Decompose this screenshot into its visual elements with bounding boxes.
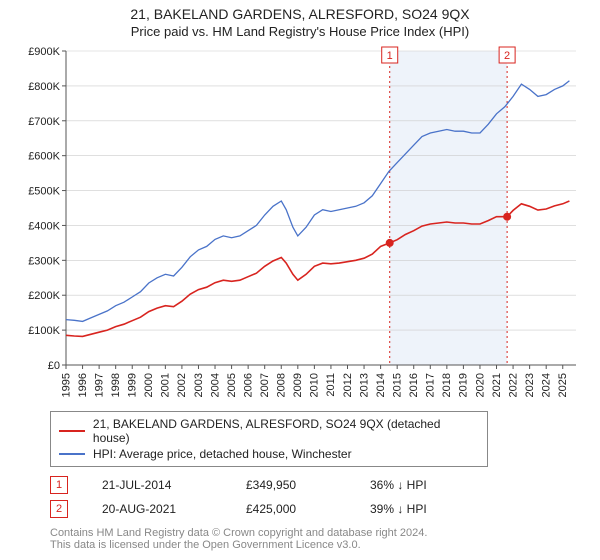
- x-tick-label: 2019: [458, 373, 470, 397]
- marker-table-price: £349,950: [246, 478, 336, 492]
- x-tick-label: 2006: [242, 373, 254, 397]
- y-tick-label: £600K: [28, 151, 60, 163]
- x-tick-label: 2016: [408, 373, 420, 397]
- x-tick-label: 2024: [540, 373, 552, 397]
- legend-row: 21, BAKELAND GARDENS, ALRESFORD, SO24 9Q…: [59, 416, 479, 446]
- footer-line-2: This data is licensed under the Open Gov…: [50, 539, 580, 551]
- legend-label: HPI: Average price, detached house, Winc…: [93, 447, 352, 461]
- marker-table-date: 21-JUL-2014: [102, 478, 212, 492]
- legend-swatch: [59, 430, 85, 432]
- x-tick-label: 2012: [342, 373, 354, 397]
- x-tick-label: 2017: [425, 373, 437, 397]
- x-tick-label: 1995: [60, 373, 72, 397]
- x-tick-label: 2018: [441, 373, 453, 397]
- x-tick-label: 2020: [474, 373, 486, 397]
- marker-table-n: 1: [50, 476, 68, 494]
- footer-line-1: Contains HM Land Registry data © Crown c…: [50, 527, 580, 539]
- x-tick-label: 2009: [292, 373, 304, 397]
- x-tick-label: 2007: [259, 373, 271, 397]
- x-tick-label: 1997: [93, 373, 105, 397]
- x-tick-label: 2002: [176, 373, 188, 397]
- x-tick-label: 2022: [507, 373, 519, 397]
- marker-table-delta: 36% ↓ HPI: [370, 478, 427, 492]
- marker-table-row: 2 20-AUG-2021 £425,000 39% ↓ HPI: [50, 497, 580, 521]
- legend: 21, BAKELAND GARDENS, ALRESFORD, SO24 9Q…: [50, 411, 488, 467]
- x-tick-label: 2003: [193, 373, 205, 397]
- x-tick-label: 2001: [160, 373, 172, 397]
- marker-table-row: 1 21-JUL-2014 £349,950 36% ↓ HPI: [50, 473, 580, 497]
- x-tick-label: 2025: [557, 373, 569, 397]
- marker-table-delta: 39% ↓ HPI: [370, 502, 427, 516]
- y-tick-label: £900K: [28, 46, 60, 58]
- marker-label-n: 2: [504, 50, 510, 62]
- y-tick-label: £800K: [28, 81, 60, 93]
- shade-band: [390, 51, 507, 365]
- x-tick-label: 2023: [524, 373, 536, 397]
- title-line-1: 21, BAKELAND GARDENS, ALRESFORD, SO24 9Q…: [10, 6, 590, 22]
- y-tick-label: £0: [48, 360, 60, 372]
- marker-dot: [386, 239, 394, 247]
- x-tick-label: 1999: [127, 373, 139, 397]
- price-chart: £0 £100K £200K £300K £400K £500K £600K £700K £80…: [20, 45, 580, 405]
- x-tick-label: 2004: [209, 373, 221, 397]
- x-tick-label: 1996: [77, 373, 89, 397]
- x-tick-label: 2008: [276, 373, 288, 397]
- marker-table-price: £425,000: [246, 502, 336, 516]
- marker-table: 1 21-JUL-2014 £349,950 36% ↓ HPI 2 20-AUG-202…: [50, 473, 580, 521]
- chart-svg: £0 £100K £200K £300K £400K £500K £600K £700K £80…: [20, 45, 580, 405]
- title-line-2: Price paid vs. HM Land Registry's House …: [10, 24, 590, 39]
- marker-table-date: 20-AUG-2021: [102, 502, 212, 516]
- x-tick-label: 2010: [309, 373, 321, 397]
- x-tick-label: 2014: [375, 373, 387, 397]
- y-tick-label: £700K: [28, 116, 60, 128]
- x-tick-label: 2013: [358, 373, 370, 397]
- footer: Contains HM Land Registry data © Crown c…: [50, 527, 580, 551]
- legend-row: HPI: Average price, detached house, Winc…: [59, 446, 479, 462]
- x-tick-label: 2000: [143, 373, 155, 397]
- y-tick-label: £400K: [28, 220, 60, 232]
- marker-table-n: 2: [50, 500, 68, 518]
- y-tick-label: £100K: [28, 325, 60, 337]
- x-tick-label: 1998: [110, 373, 122, 397]
- legend-label: 21, BAKELAND GARDENS, ALRESFORD, SO24 9Q…: [93, 417, 479, 445]
- legend-swatch: [59, 453, 85, 455]
- x-tick-label: 2011: [325, 373, 337, 397]
- y-tick-label: £200K: [28, 290, 60, 302]
- marker-label-n: 1: [387, 50, 393, 62]
- marker-dot: [503, 213, 511, 221]
- x-tick-label: 2015: [391, 373, 403, 397]
- y-tick-label: £300K: [28, 255, 60, 267]
- x-tick-label: 2021: [491, 373, 503, 397]
- y-tick-label: £500K: [28, 186, 60, 198]
- x-tick-label: 2005: [226, 373, 238, 397]
